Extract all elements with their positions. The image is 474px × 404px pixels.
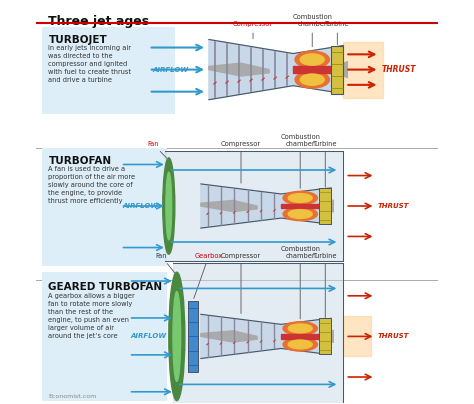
Polygon shape <box>173 263 343 404</box>
Text: A fan is used to drive a
proportion of the air more
slowly around the core of
th: A fan is used to drive a proportion of t… <box>48 166 136 204</box>
Text: In early jets incoming air
was directed to the
compressor and ignited
with fuel : In early jets incoming air was directed … <box>48 45 131 83</box>
Polygon shape <box>201 200 257 212</box>
Ellipse shape <box>283 338 318 351</box>
Ellipse shape <box>283 322 318 335</box>
Ellipse shape <box>300 74 324 85</box>
Ellipse shape <box>288 194 312 202</box>
Polygon shape <box>331 61 347 78</box>
Polygon shape <box>293 66 331 73</box>
Text: GEARED TURBOFAN: GEARED TURBOFAN <box>48 282 163 292</box>
FancyBboxPatch shape <box>42 148 167 266</box>
Text: TURBOFAN: TURBOFAN <box>48 156 111 166</box>
Polygon shape <box>201 331 257 342</box>
Ellipse shape <box>166 173 172 240</box>
Text: THRUST: THRUST <box>377 203 409 209</box>
Ellipse shape <box>283 207 318 221</box>
FancyBboxPatch shape <box>319 318 331 354</box>
Polygon shape <box>201 184 331 228</box>
Text: TURBOJET: TURBOJET <box>48 36 107 46</box>
Text: Combustion
chamber: Combustion chamber <box>292 15 332 47</box>
Text: AIRFLOW: AIRFLOW <box>123 203 159 209</box>
Bar <box>343 42 383 98</box>
FancyBboxPatch shape <box>42 272 167 401</box>
FancyBboxPatch shape <box>319 188 331 224</box>
Text: Turbine: Turbine <box>313 252 337 318</box>
Polygon shape <box>165 151 343 261</box>
Text: Turbine: Turbine <box>325 21 349 45</box>
FancyBboxPatch shape <box>188 301 198 372</box>
Text: Fan: Fan <box>147 141 167 158</box>
Polygon shape <box>201 314 331 358</box>
Polygon shape <box>209 40 343 100</box>
Ellipse shape <box>300 54 324 65</box>
Polygon shape <box>209 63 269 76</box>
Text: AIRFLOW: AIRFLOW <box>131 333 167 339</box>
Ellipse shape <box>288 340 312 349</box>
Text: Compressor: Compressor <box>221 252 261 314</box>
Ellipse shape <box>173 291 181 381</box>
Text: Fan: Fan <box>155 252 175 273</box>
Polygon shape <box>319 200 333 212</box>
Ellipse shape <box>288 324 312 333</box>
Text: Gearbox: Gearbox <box>194 252 223 299</box>
Ellipse shape <box>295 51 329 68</box>
Text: Economist.com: Economist.com <box>48 394 97 400</box>
Text: Compressor: Compressor <box>221 141 261 183</box>
Polygon shape <box>319 330 333 343</box>
Text: Combustion
chamber: Combustion chamber <box>280 134 320 188</box>
Polygon shape <box>281 204 319 208</box>
Ellipse shape <box>295 71 329 88</box>
Text: Compressor: Compressor <box>233 21 273 39</box>
Text: Combustion
chamber: Combustion chamber <box>280 246 320 319</box>
Text: A gearbox allows a bigger
fan to rotate more slowly
than the rest of the
engine,: A gearbox allows a bigger fan to rotate … <box>48 293 135 339</box>
Text: Turbine: Turbine <box>313 141 337 187</box>
FancyBboxPatch shape <box>331 46 343 94</box>
Text: AIRFLOW: AIRFLOW <box>153 67 189 73</box>
Ellipse shape <box>283 191 318 204</box>
Ellipse shape <box>169 272 185 401</box>
FancyBboxPatch shape <box>42 27 175 114</box>
Bar <box>343 316 372 356</box>
Ellipse shape <box>163 158 175 254</box>
Ellipse shape <box>288 210 312 219</box>
Text: Three jet ages: Three jet ages <box>48 15 150 28</box>
Polygon shape <box>281 334 319 339</box>
Text: THRUST: THRUST <box>377 333 409 339</box>
Text: THRUST: THRUST <box>382 65 416 74</box>
